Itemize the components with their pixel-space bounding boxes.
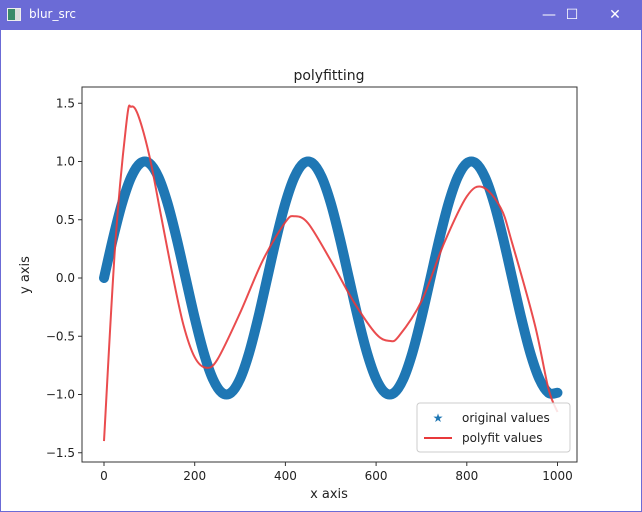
legend-star-icon: ★: [433, 411, 444, 425]
original-value-point: [117, 198, 127, 208]
original-values-series: [99, 156, 563, 400]
window-title: blur_src: [29, 7, 77, 21]
original-value-point: [435, 233, 445, 243]
original-value-point: [262, 273, 272, 283]
original-value-point: [389, 388, 399, 398]
polyfit-values-line: [103, 104, 559, 442]
x-tick-label: 800: [455, 469, 478, 483]
original-value-point: [525, 348, 535, 358]
original-value-point: [317, 172, 327, 182]
original-value-point: [398, 374, 408, 384]
y-tick-label: 0.0: [56, 271, 75, 285]
original-value-point: [217, 388, 227, 398]
original-value-point: [235, 374, 245, 384]
x-tick-label: 200: [183, 469, 206, 483]
original-value-point: [353, 313, 363, 323]
original-value-point: [371, 374, 381, 384]
original-value-point: [99, 273, 109, 283]
y-tick-label: 1.0: [56, 155, 75, 169]
original-value-point: [335, 233, 345, 243]
title-bar[interactable]: blur_src — ☐ ✕: [0, 0, 642, 30]
original-value-point: [244, 348, 254, 358]
original-value-point: [326, 198, 336, 208]
original-value-point: [253, 313, 263, 323]
y-tick-label: −1.5: [46, 446, 75, 460]
original-value-point: [299, 158, 309, 168]
original-value-point: [362, 348, 372, 358]
y-tick-label: −0.5: [46, 329, 75, 343]
original-value-point: [498, 233, 508, 243]
original-value-point: [480, 172, 490, 182]
original-value-point: [416, 313, 426, 323]
original-value-point: [516, 313, 526, 323]
y-tick-label: 1.5: [56, 96, 75, 110]
app-icon: [7, 8, 21, 21]
chart-title: polyfitting: [293, 68, 364, 84]
legend-label-original: original values: [462, 411, 550, 425]
original-value-point: [308, 158, 318, 168]
original-value-point: [280, 198, 290, 208]
axes-frame: [81, 86, 578, 463]
original-value-point: [226, 388, 236, 398]
legend-label-polyfit: polyfit values: [462, 431, 543, 445]
x-tick-label: 400: [274, 469, 297, 483]
original-value-point: [534, 374, 544, 384]
original-value-point: [344, 273, 354, 283]
original-value-point: [407, 348, 417, 358]
original-value-point: [172, 233, 182, 243]
original-value-point: [162, 198, 172, 208]
original-value-point: [153, 172, 163, 182]
original-value-point: [208, 374, 218, 384]
original-value-point: [444, 198, 454, 208]
original-value-point: [190, 313, 200, 323]
y-tick-label: −1.0: [46, 388, 75, 402]
original-value-point: [553, 388, 562, 398]
x-tick-label: 0: [100, 469, 108, 483]
original-value-point: [181, 273, 191, 283]
y-tick-label: 0.5: [56, 213, 75, 227]
x-tick-label: 1000: [542, 469, 573, 483]
maximize-button[interactable]: ☐: [565, 7, 579, 23]
close-button[interactable]: ✕: [609, 7, 621, 23]
original-value-point: [135, 158, 145, 168]
original-value-point: [289, 172, 299, 182]
minimize-button[interactable]: —: [542, 7, 556, 23]
original-value-point: [199, 348, 209, 358]
original-value-point: [471, 158, 481, 168]
x-tick-label: 600: [365, 469, 388, 483]
original-value-point: [462, 158, 472, 168]
y-axis-label: y axis: [18, 256, 33, 294]
original-value-point: [380, 388, 390, 398]
legend: ★ original values polyfit values: [416, 402, 571, 453]
original-value-point: [453, 172, 463, 182]
x-axis-label: x axis: [310, 487, 348, 502]
original-value-point: [126, 172, 136, 182]
original-value-point: [507, 273, 517, 283]
